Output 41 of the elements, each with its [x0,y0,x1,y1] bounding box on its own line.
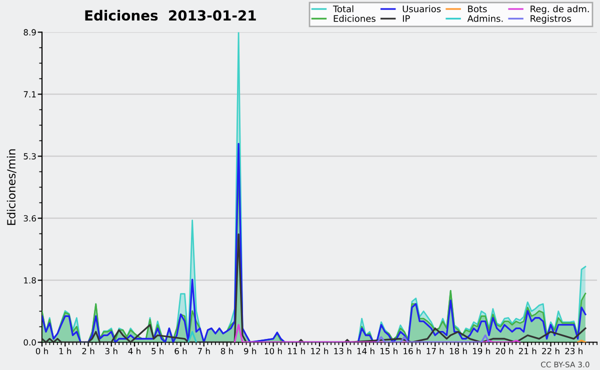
x-tick-label: 19 h [473,348,490,354]
x-tick-label: 8 h [220,348,233,354]
line-series [42,233,586,342]
x-tick-label: 17 h [426,348,444,354]
y-tick-label: 0.0 [24,339,36,346]
x-tick-label: 13 h [334,348,352,354]
x-tick-label: 16 h [404,348,421,354]
x-tick-label: 20 h [496,348,514,354]
x-tick-label: 10 h [264,348,282,354]
x-tick-label: 0 h [36,348,48,354]
legend-label: IP [402,15,410,22]
y-tick-label: 8.9 [24,29,36,36]
x-tick-label: 7 h [198,348,210,354]
x-tick-label: 2 h [82,348,94,354]
legend-label: Admins. [467,14,503,22]
x-tick-label: 14 h [357,348,374,354]
legend-label: Total [332,5,354,12]
chart-title: Ediciones 2013-01-21 [85,10,256,21]
y-tick-label: 3.6 [24,215,36,222]
x-tick-label: 5 h [152,348,164,354]
x-tick-label: 6 h [174,348,187,354]
x-tick-label: 12 h [311,348,328,354]
legend-label: Reg. de adm. [530,5,589,14]
x-tick-label: 22 h [542,348,560,354]
x-tick-label: 11 h [288,348,305,354]
x-tick-label: 4 h [128,348,140,354]
x-tick-label: 1 h [59,348,72,354]
legend-label: Usuarios [402,5,441,12]
x-tick-label: 3 h [105,348,118,354]
x-tick-label: 23 h [565,348,582,354]
x-tick-label: 9 h [244,348,256,354]
y-tick-label: 5.3 [24,153,36,160]
legend-label: Bots [468,6,487,12]
legend-label: Ediciones [334,14,376,22]
x-tick-label: 18 h [450,348,467,354]
x-tick-label: 21 h [518,348,536,354]
legend-label: Registros [530,14,571,24]
x-tick-label: 15 h [380,348,398,354]
y-axis-title: Ediciones/min [6,149,16,225]
y-tick-label: 1.8 [24,277,36,284]
y-tick-label: 7.1 [24,91,36,98]
